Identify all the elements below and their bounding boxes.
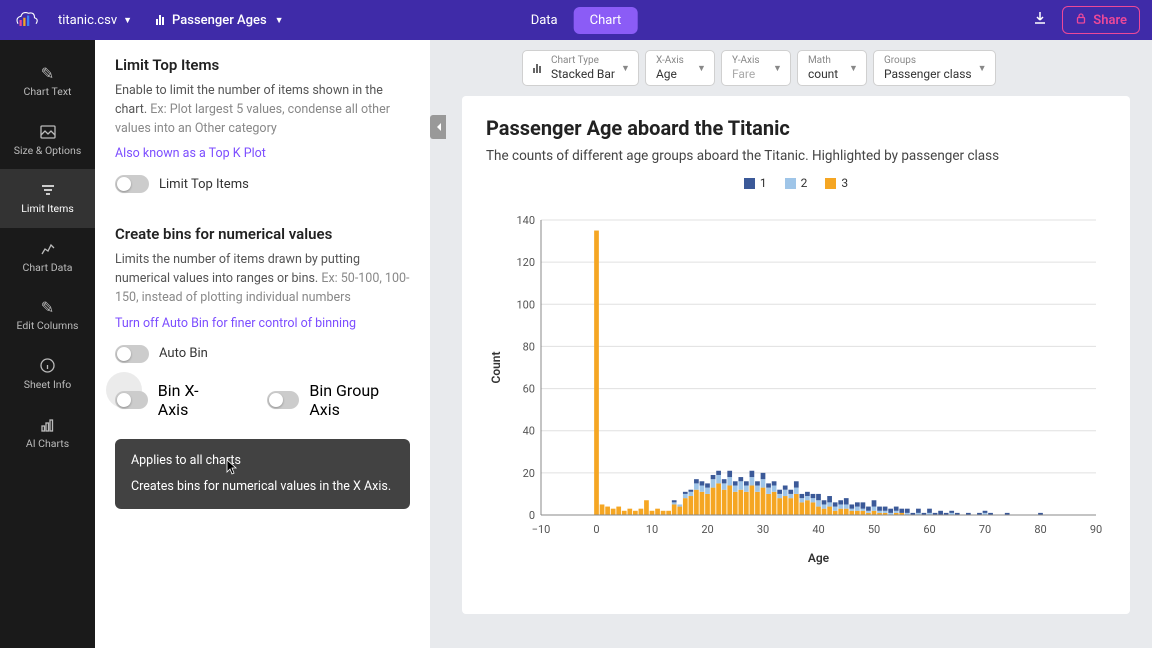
filter-lines-icon bbox=[39, 181, 57, 199]
config-x-axis[interactable]: X-AxisAge▼ bbox=[645, 50, 715, 86]
analytics-icon bbox=[39, 240, 57, 258]
sidebar: ✎Chart Text Size & Options Limit Items C… bbox=[0, 40, 95, 648]
chart-title: Passenger Age aboard the Titanic bbox=[486, 116, 1106, 140]
config-y-axis[interactable]: Y-AxisFare▼ bbox=[721, 50, 791, 86]
config-math[interactable]: Mathcount▼ bbox=[797, 50, 867, 86]
auto-bin-toggle[interactable] bbox=[115, 345, 149, 363]
toggle-label: Bin X-Axis bbox=[158, 381, 227, 419]
sidebar-item-ai-charts[interactable]: AI Charts bbox=[0, 404, 95, 463]
stacked-bar-chart: 020406080100120140−100102030405060708090… bbox=[486, 200, 1106, 580]
download-icon[interactable] bbox=[1032, 10, 1048, 30]
svg-text:30: 30 bbox=[757, 523, 769, 536]
svg-text:40: 40 bbox=[812, 523, 824, 536]
chart-selector[interactable]: Passenger Ages ▼ bbox=[156, 13, 284, 28]
chart-area: Chart TypeStacked Bar▼X-AxisAge▼Y-AxisFa… bbox=[430, 40, 1152, 648]
svg-text:20: 20 bbox=[701, 523, 713, 536]
tab-chart[interactable]: Chart bbox=[574, 7, 638, 34]
section-title: Create bins for numerical values bbox=[115, 225, 410, 243]
svg-text:40: 40 bbox=[523, 425, 535, 438]
share-label: Share bbox=[1093, 13, 1127, 28]
svg-text:80: 80 bbox=[523, 341, 535, 354]
chevron-down-icon: ▼ bbox=[697, 63, 706, 74]
topbar: titanic.csv ▼ Passenger Ages ▼ Data Char… bbox=[0, 0, 1152, 40]
toggle-label: Limit Top Items bbox=[159, 177, 249, 192]
chart-card: Passenger Age aboard the Titanic The cou… bbox=[462, 96, 1130, 614]
tooltip: Applies to all charts Creates bins for n… bbox=[115, 439, 410, 509]
view-tabs: Data Chart bbox=[515, 7, 638, 34]
toggle-label: Auto Bin bbox=[159, 346, 208, 361]
svg-text:120: 120 bbox=[516, 257, 535, 270]
section-title: Limit Top Items bbox=[115, 56, 410, 74]
chart-subtitle: The counts of different age groups aboar… bbox=[486, 148, 1106, 164]
file-selector[interactable]: titanic.csv ▼ bbox=[58, 13, 132, 28]
chart-sparkle-icon bbox=[39, 416, 57, 434]
svg-text:50: 50 bbox=[868, 523, 880, 536]
bin-group-axis-toggle[interactable] bbox=[267, 391, 300, 409]
config-chart-type[interactable]: Chart TypeStacked Bar▼ bbox=[522, 50, 639, 86]
app-logo[interactable] bbox=[12, 8, 42, 32]
section-desc: Limits the number of items drawn by putt… bbox=[115, 251, 410, 307]
section-desc: Enable to limit the number of items show… bbox=[115, 82, 410, 138]
svg-text:80: 80 bbox=[1034, 523, 1046, 536]
svg-text:60: 60 bbox=[523, 383, 535, 396]
svg-text:70: 70 bbox=[979, 523, 991, 536]
chevron-down-icon: ▼ bbox=[123, 15, 132, 26]
legend-item[interactable]: 2 bbox=[785, 176, 808, 190]
sidebar-item-limit-items[interactable]: Limit Items bbox=[0, 169, 95, 228]
bin-x-axis-toggle[interactable] bbox=[115, 391, 148, 409]
bars-icon bbox=[533, 64, 541, 73]
chart-legend: 1 2 3 bbox=[486, 176, 1106, 190]
bars-icon bbox=[156, 15, 164, 25]
pencil-icon: ✎ bbox=[39, 64, 57, 82]
chevron-down-icon: ▼ bbox=[275, 15, 284, 26]
svg-text:140: 140 bbox=[516, 214, 535, 227]
svg-text:20: 20 bbox=[523, 467, 535, 480]
chevron-down-icon: ▼ bbox=[978, 63, 987, 74]
image-icon bbox=[39, 123, 57, 141]
settings-panel: Limit Top Items Enable to limit the numb… bbox=[95, 40, 430, 648]
autobin-link[interactable]: Turn off Auto Bin for finer control of b… bbox=[115, 316, 356, 331]
chevron-down-icon: ▼ bbox=[849, 63, 858, 74]
svg-text:0: 0 bbox=[529, 509, 535, 522]
share-button[interactable]: Share bbox=[1062, 6, 1140, 34]
pencil-icon: ✎ bbox=[39, 298, 57, 316]
lock-icon bbox=[1075, 12, 1087, 28]
chart-config-bar: Chart TypeStacked Bar▼X-AxisAge▼Y-AxisFa… bbox=[522, 50, 1140, 86]
svg-text:−10: −10 bbox=[532, 523, 551, 536]
sidebar-item-edit-columns[interactable]: ✎Edit Columns bbox=[0, 286, 95, 345]
tab-data[interactable]: Data bbox=[515, 7, 574, 34]
chevron-down-icon: ▼ bbox=[773, 63, 782, 74]
file-name: titanic.csv bbox=[58, 13, 117, 28]
sidebar-item-size-options[interactable]: Size & Options bbox=[0, 111, 95, 170]
chart-name: Passenger Ages bbox=[172, 13, 267, 28]
info-icon bbox=[39, 357, 57, 375]
config-groups[interactable]: GroupsPassenger class▼ bbox=[873, 50, 996, 86]
sidebar-item-sheet-info[interactable]: Sheet Info bbox=[0, 345, 95, 404]
sidebar-item-chart-text[interactable]: ✎Chart Text bbox=[0, 52, 95, 111]
svg-text:90: 90 bbox=[1090, 523, 1102, 536]
chevron-down-icon: ▼ bbox=[621, 63, 630, 74]
limit-top-items-toggle[interactable] bbox=[115, 175, 149, 193]
svg-text:0: 0 bbox=[593, 523, 599, 536]
svg-text:10: 10 bbox=[646, 523, 658, 536]
legend-item[interactable]: 3 bbox=[825, 176, 848, 190]
svg-text:Count: Count bbox=[489, 352, 503, 384]
collapse-panel-button[interactable] bbox=[430, 115, 446, 139]
sidebar-item-chart-data[interactable]: Chart Data bbox=[0, 228, 95, 287]
topk-link[interactable]: Also known as a Top K Plot bbox=[115, 146, 266, 161]
legend-item[interactable]: 1 bbox=[744, 176, 767, 190]
svg-text:60: 60 bbox=[923, 523, 935, 536]
toggle-label: Bin Group Axis bbox=[309, 381, 410, 419]
svg-text:Age: Age bbox=[808, 551, 830, 565]
svg-text:100: 100 bbox=[516, 299, 535, 312]
